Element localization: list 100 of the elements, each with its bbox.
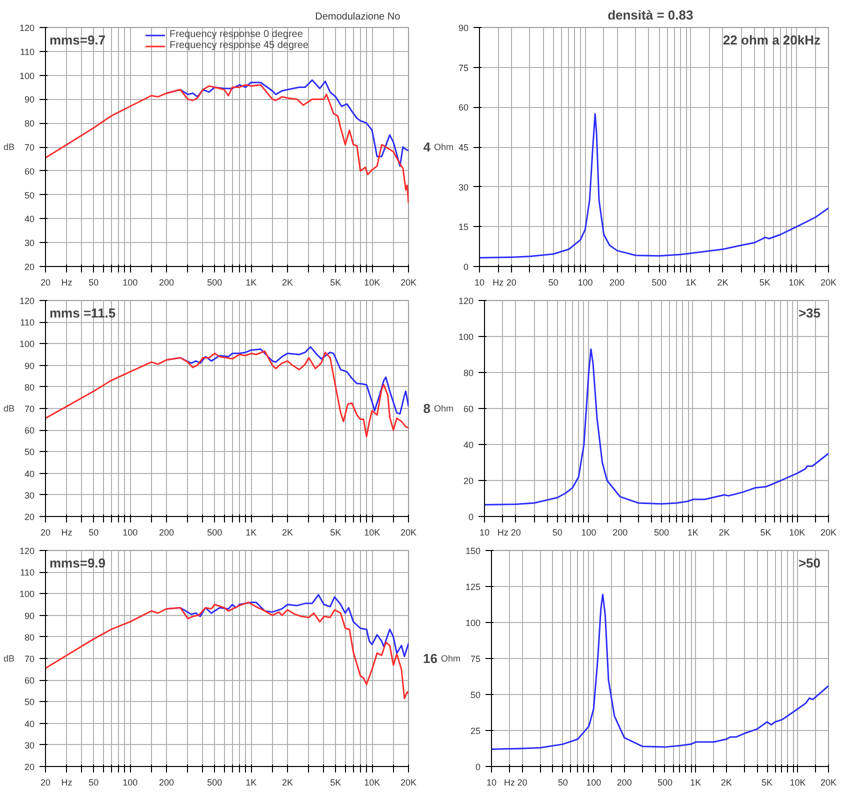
y-tick-label: 30: [24, 740, 35, 750]
y-tick-label: 100: [19, 70, 35, 81]
x-tick-label: 2K: [282, 778, 294, 788]
x-tick-label: 5K: [762, 778, 773, 788]
y-tick-label: 20: [463, 476, 474, 486]
y-tick-label: 40: [24, 214, 35, 224]
x-tick-label: 200: [158, 278, 174, 288]
x-tick-label: 500: [207, 778, 222, 788]
x-tick-label: 1K: [685, 278, 696, 288]
y-tick-label: 75: [458, 62, 469, 73]
x-tick-label: 5K: [330, 278, 342, 288]
y-tick-label: 70: [24, 404, 35, 414]
y-tick-label: 50: [24, 447, 35, 458]
y-tick-label: 15: [458, 222, 469, 232]
x-tick-label: 200: [612, 528, 628, 538]
x-tick-label: 10K: [364, 528, 380, 538]
y-axis-title: Ohm: [434, 142, 454, 152]
x-tick-label: 200: [158, 778, 174, 788]
x-tick-label: 2K: [720, 778, 732, 788]
y-tick-label: 40: [463, 440, 474, 450]
annotation: >50: [798, 556, 821, 570]
x-tick-label: Hz: [61, 528, 73, 538]
x-tick-label: 10: [474, 278, 485, 288]
y-tick-label: 120: [19, 546, 35, 556]
x-tick-label: Hz: [61, 278, 73, 288]
y-tick-label: 120: [19, 296, 35, 306]
x-tick-label: 20K: [400, 528, 417, 538]
text: 16: [423, 651, 438, 666]
y-tick-label: 80: [24, 632, 35, 642]
x-tick-label: 20: [506, 278, 516, 288]
x-tick-label: 200: [158, 528, 174, 538]
x-tick-label: 100: [122, 278, 138, 288]
x-tick-label: 20: [40, 278, 51, 288]
y-tick-label: 20: [24, 762, 35, 772]
y-tick-label: 100: [465, 618, 481, 628]
y-tick-label: 30: [24, 490, 35, 500]
y-axis-title: dB: [3, 654, 14, 664]
x-tick-label: 100: [122, 778, 138, 788]
y-tick-label: 45: [458, 142, 469, 152]
y-tick-label: 20: [24, 262, 35, 272]
y-tick-label: 110: [20, 318, 35, 328]
text: 8: [423, 401, 431, 416]
y-tick-label: 120: [19, 23, 35, 33]
x-tick-label: 100: [122, 528, 138, 538]
y-tick-label: 75: [470, 654, 481, 664]
x-tick-label: 10K: [364, 278, 380, 288]
x-tick-label: 20K: [820, 528, 837, 538]
x-tick-label: 50: [552, 528, 562, 538]
y-tick-label: 60: [24, 166, 35, 176]
annotation: mms=9.9: [50, 556, 106, 570]
x-tick-label: 500: [654, 528, 670, 538]
x-tick-label: 100: [581, 528, 596, 538]
x-tick-label: 10K: [364, 778, 380, 788]
y-axis-title: dB: [3, 404, 14, 414]
x-tick-label: 20K: [820, 778, 837, 788]
x-tick-label: 1K: [246, 528, 257, 538]
y-tick-label: 100: [458, 332, 474, 342]
y-tick-label: 0: [463, 262, 469, 272]
y-tick-label: 125: [465, 582, 481, 592]
annotation: mms =11.5: [50, 306, 116, 320]
text: Demodulazione No: [315, 12, 401, 22]
x-tick-label: 2K: [717, 278, 728, 288]
x-tick-label: 10K: [789, 528, 806, 538]
x-tick-label: 1K: [246, 778, 257, 788]
x-tick-label: 2K: [718, 528, 730, 538]
y-tick-label: 0: [475, 762, 481, 772]
y-tick-label: 30: [458, 182, 469, 192]
x-tick-label: 20: [510, 528, 521, 538]
legend-label: Frequency response 0 degree: [170, 29, 303, 40]
y-tick-label: 40: [24, 718, 35, 729]
x-tick-label: 200: [610, 278, 625, 288]
x-tick-label: 5K: [759, 278, 770, 288]
y-tick-label: 60: [24, 676, 35, 686]
x-tick-label: 5K: [760, 528, 772, 538]
y-tick-label: 100: [19, 589, 35, 600]
y-tick-label: 90: [24, 360, 35, 371]
y-tick-label: 90: [24, 94, 35, 105]
x-tick-label: 20: [40, 778, 51, 788]
x-tick-label: 1K: [690, 778, 702, 788]
x-tick-label: Hz: [61, 778, 73, 788]
y-tick-label: 70: [24, 654, 35, 664]
x-tick-label: 2K: [282, 528, 294, 538]
y-tick-label: 90: [458, 23, 469, 33]
y-tick-label: 50: [24, 697, 35, 708]
x-tick-label: 50: [88, 278, 99, 288]
y-axis-title: Ohm: [440, 654, 460, 664]
x-tick-label: 50: [558, 778, 568, 788]
x-tick-label: 500: [207, 528, 222, 538]
x-tick-label: Hz: [497, 528, 509, 538]
x-tick-label: 1K: [246, 278, 257, 288]
y-tick-label: 25: [470, 726, 481, 736]
y-tick-label: 0: [468, 512, 474, 522]
y-tick-label: 20: [24, 512, 35, 522]
y-tick-label: 70: [24, 142, 35, 152]
y-tick-label: 40: [24, 468, 35, 479]
x-tick-label: 20K: [820, 278, 837, 288]
y-tick-label: 120: [458, 296, 474, 306]
x-tick-label: 500: [652, 278, 667, 288]
y-tick-label: 60: [463, 404, 474, 414]
x-tick-label: 10: [486, 778, 497, 788]
